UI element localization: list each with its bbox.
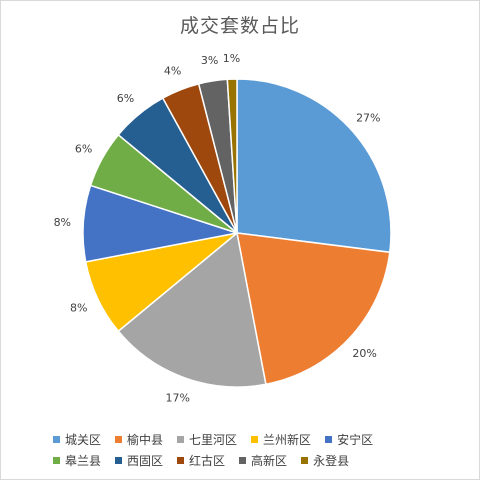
- legend-swatch: [239, 457, 247, 464]
- legend-row: 城关区 榆中县 七里河区 兰州新区 安宁区: [53, 429, 433, 450]
- legend-swatch: [177, 436, 185, 443]
- legend-item-兰州新区: 兰州新区: [251, 431, 311, 448]
- legend-label: 七里河区: [189, 433, 238, 447]
- legend-swatch: [53, 457, 60, 464]
- legend-label: 西固区: [127, 454, 164, 468]
- legend-item-西固区: 西固区: [115, 452, 163, 469]
- legend-swatch: [251, 436, 259, 443]
- pie-slice-永登县: [226, 78, 238, 234]
- data-label-永登县: 1%: [223, 52, 240, 65]
- legend-item-永登县: 永登县: [301, 452, 349, 469]
- legend-label: 兰州新区: [263, 433, 312, 447]
- pie-slice-七里河区: [117, 231, 267, 388]
- legend-label: 高新区: [251, 454, 288, 468]
- legend-swatch: [301, 457, 309, 464]
- data-label-七里河区: 17%: [165, 392, 189, 405]
- pie-slice-城关区: [236, 78, 392, 254]
- data-label-西固区: 6%: [117, 92, 134, 105]
- legend-swatch: [115, 436, 123, 443]
- legend-item-皋兰县: 皋兰县: [53, 452, 101, 469]
- legend-swatch: [53, 436, 60, 443]
- pie-chart: 27% 20% 17% 8% 8% 6% 6% 4% 3% 1%: [54, 52, 392, 405]
- data-label-皋兰县: 6%: [75, 143, 92, 156]
- pie-data-labels: 27% 20% 17% 8% 8% 6% 6% 4% 3% 1%: [54, 52, 381, 405]
- legend-label: 城关区: [65, 433, 102, 447]
- data-label-高新区: 3%: [201, 54, 218, 67]
- legend-item-榆中县: 榆中县: [115, 431, 163, 448]
- legend-swatch: [177, 457, 185, 464]
- legend-swatch: [115, 457, 123, 464]
- chart-legend: 城关区 榆中县 七里河区 兰州新区 安宁区 皋兰县 西固区 红古区 高新区 永登县: [53, 429, 433, 471]
- data-label-榆中县: 20%: [352, 347, 376, 360]
- legend-label: 红古区: [189, 454, 226, 468]
- legend-item-红古区: 红古区: [177, 452, 225, 469]
- legend-item-高新区: 高新区: [239, 452, 287, 469]
- data-label-安宁区: 8%: [54, 216, 71, 229]
- legend-label: 安宁区: [337, 433, 374, 447]
- legend-row: 皋兰县 西固区 红古区 高新区 永登县: [53, 450, 433, 471]
- data-label-城关区: 27%: [356, 111, 380, 124]
- legend-item-七里河区: 七里河区: [177, 431, 237, 448]
- data-label-红古区: 4%: [164, 64, 181, 77]
- legend-label: 永登县: [313, 454, 350, 468]
- legend-label: 榆中县: [127, 433, 164, 447]
- data-label-兰州新区: 8%: [70, 302, 87, 315]
- pie-slice-榆中县: [236, 232, 391, 386]
- chart-title: 成交套数占比: [179, 15, 300, 37]
- legend-item-安宁区: 安宁区: [325, 431, 373, 448]
- legend-swatch: [325, 436, 333, 443]
- legend-label: 皋兰县: [65, 454, 102, 468]
- pie-slices: [82, 78, 392, 388]
- legend-item-城关区: 城关区: [53, 431, 101, 448]
